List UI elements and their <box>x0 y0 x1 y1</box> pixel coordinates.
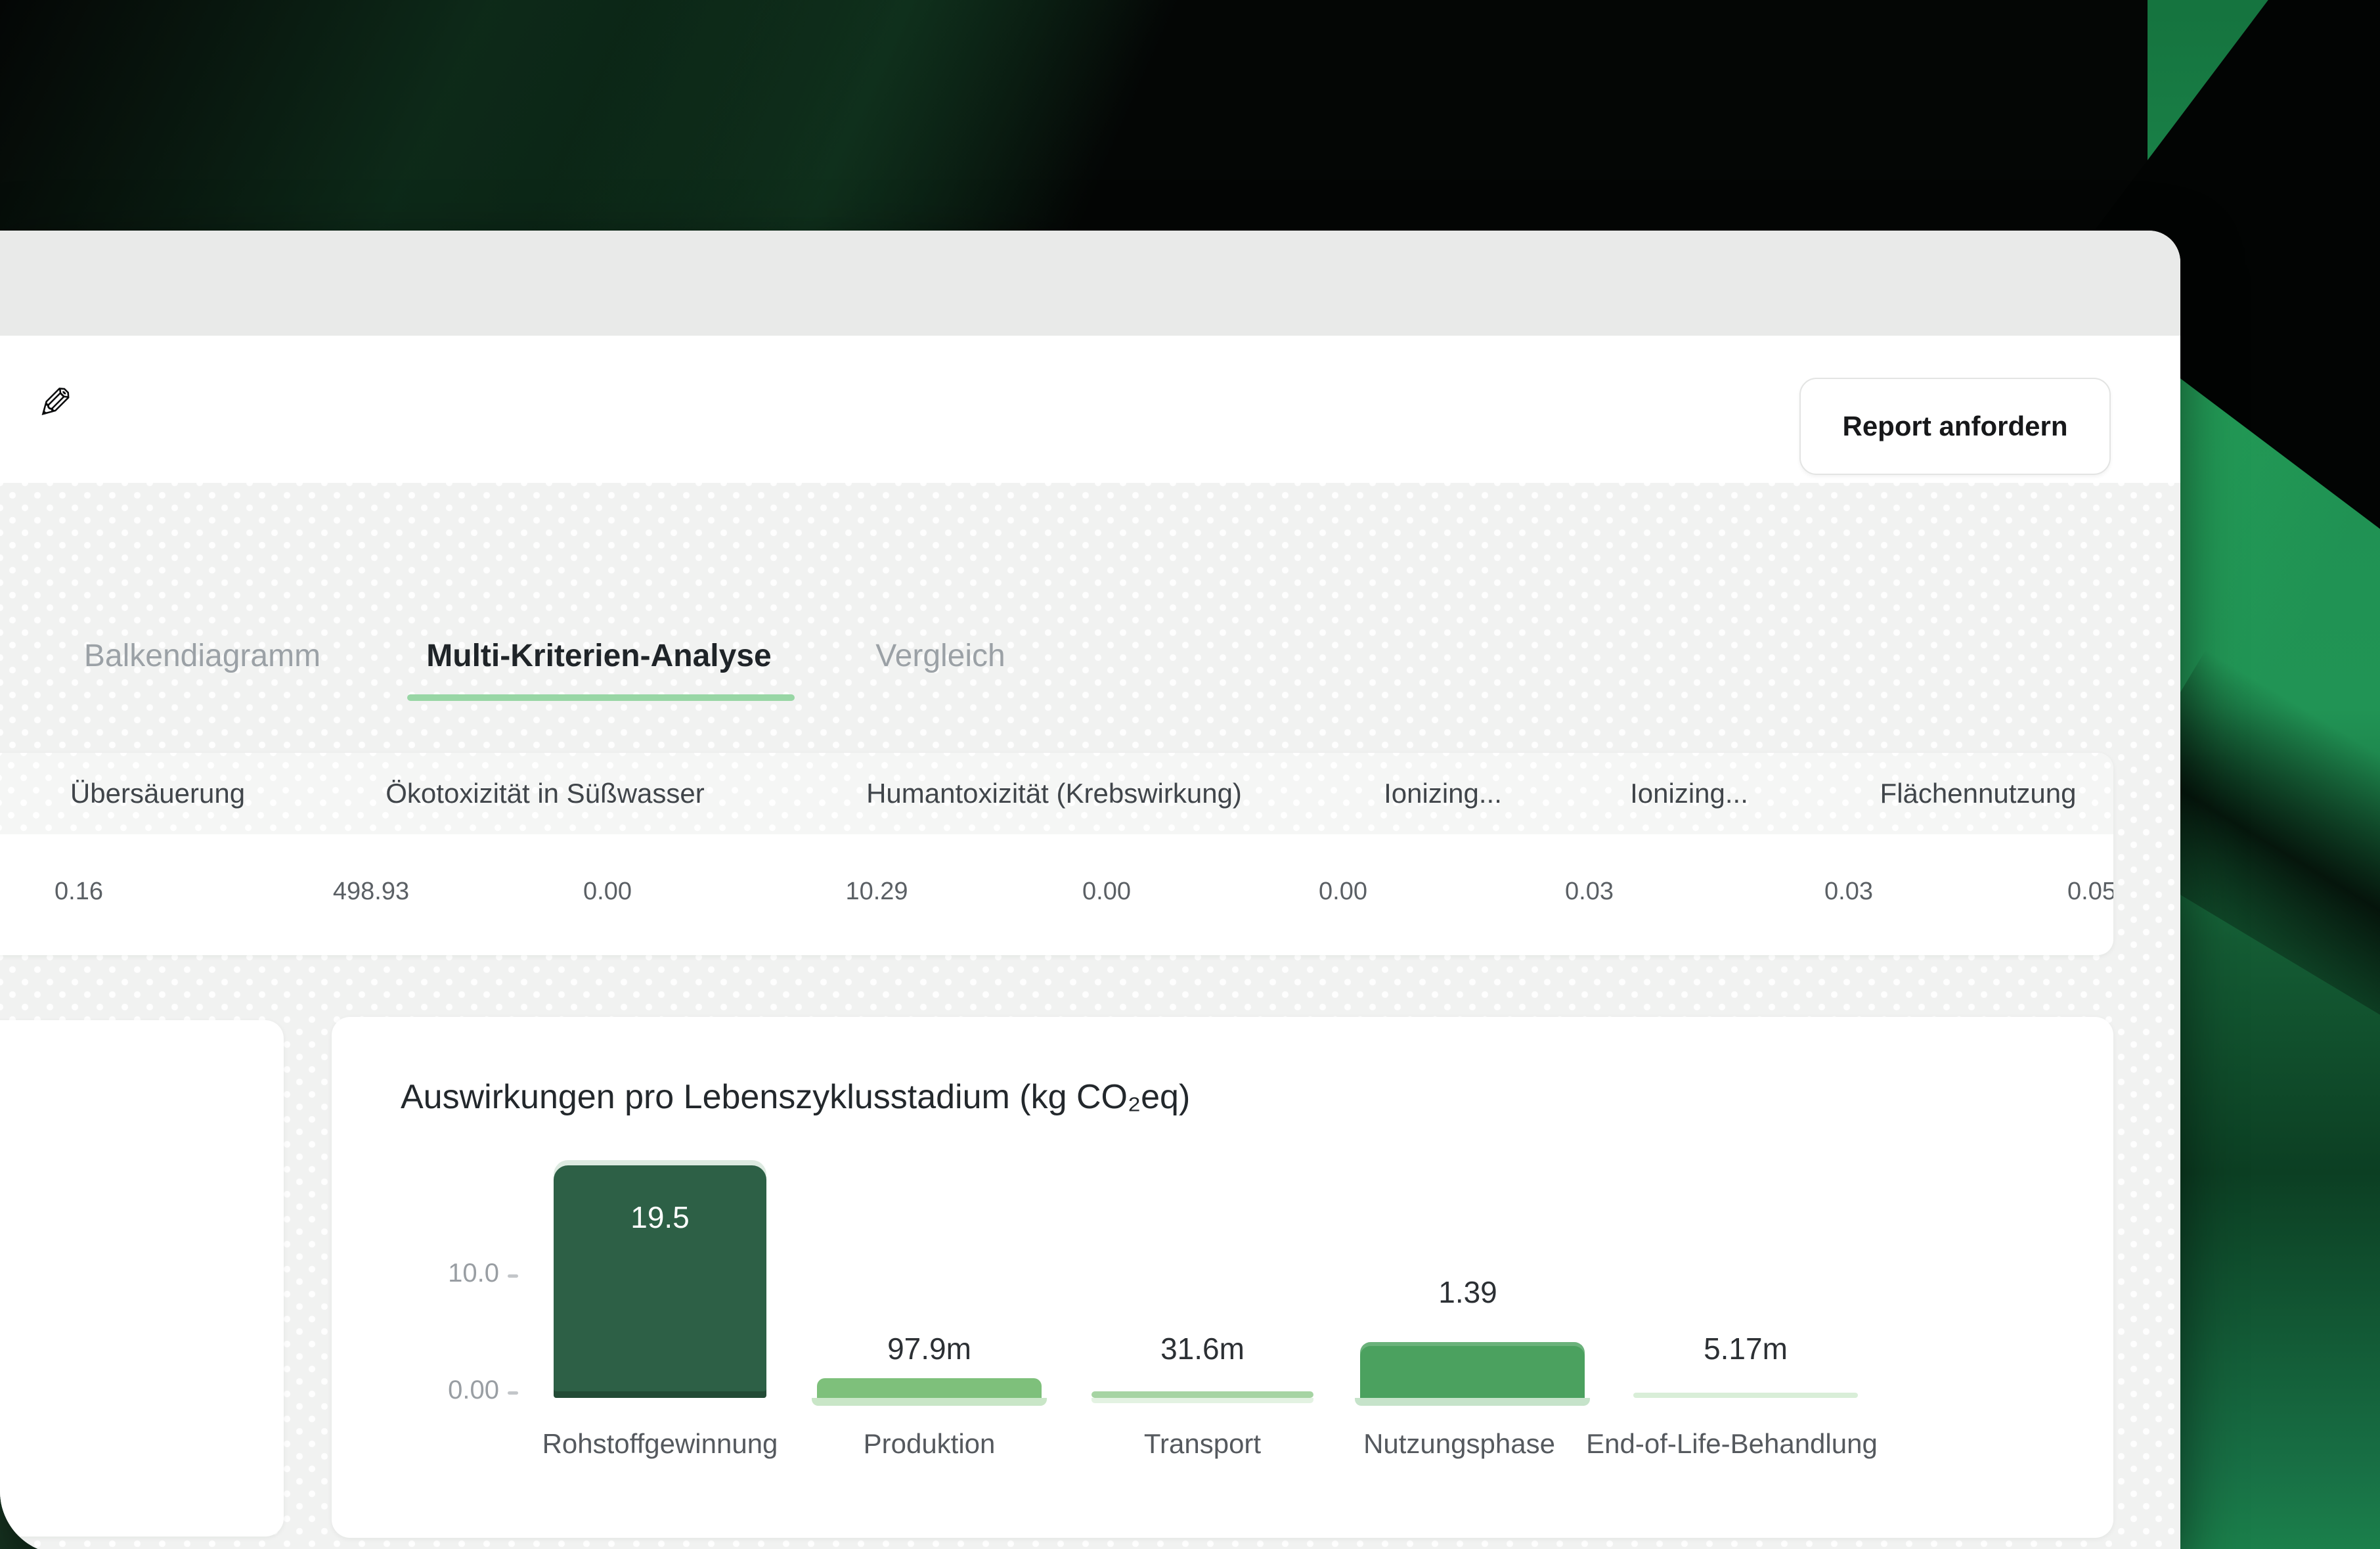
bar-nutzungsphase-glow <box>1355 1398 1590 1406</box>
active-tab-underline <box>407 694 795 701</box>
left-side-card <box>0 1020 284 1537</box>
x-axis-category-label: End-of-Life-Behandlung <box>1586 1428 1878 1459</box>
tab-balkendiagramm[interactable]: Balkendiagramm <box>83 639 321 673</box>
bar-transport-glow <box>1091 1398 1313 1403</box>
bar-end-of-life <box>1633 1393 1858 1398</box>
bar-value-label: 97.9m <box>887 1332 971 1366</box>
edit-pencil-icon[interactable]: ✎ <box>37 379 74 428</box>
report-anfordern-label: Report anfordern <box>1842 411 2068 441</box>
chart-title: Auswirkungen pro Lebenszyklusstadium (kg… <box>401 1078 1191 1116</box>
y-axis-tick-mark <box>508 1391 518 1395</box>
lifecycle-chart-card: Auswirkungen pro Lebenszyklusstadium (kg… <box>332 1017 2113 1538</box>
x-axis-category-label: Transport <box>1143 1428 1262 1459</box>
bar-produktion-glow <box>812 1398 1047 1406</box>
x-axis-category-label: Produktion <box>863 1428 996 1459</box>
table-cell: 0.00 <box>583 878 632 905</box>
table-cell: 0.00 <box>1319 878 1367 905</box>
background-right-sheen <box>2161 164 2380 755</box>
bar-nutzungsphase <box>1360 1342 1585 1398</box>
impact-table-card: Übersäuerung Ökotoxizität in Süßwasser H… <box>0 753 2113 955</box>
bar-value-label: 5.17m <box>1704 1332 1788 1366</box>
table-cell: 0.05 <box>2067 878 2113 905</box>
column-header: Übersäuerung <box>70 778 246 809</box>
bar-value-label: 19.5 <box>630 1200 690 1234</box>
table-cell: 0.03 <box>1565 878 1614 905</box>
table-cell: 0.03 <box>1824 878 1873 905</box>
background-right-band <box>2148 0 2380 1549</box>
impact-table-header-row: Übersäuerung Ökotoxizität in Süßwasser H… <box>0 753 2113 834</box>
bar-rohstoffgewinnung <box>554 1165 766 1398</box>
tab-vergleich[interactable]: Vergleich <box>875 639 1005 673</box>
bar-produktion <box>817 1378 1042 1398</box>
column-header: Humantoxizität (Krebswirkung) <box>866 778 1242 809</box>
y-axis-tick-label: 0.00 <box>448 1376 499 1404</box>
bar-transport <box>1091 1391 1313 1398</box>
y-axis-tick-label: 10.0 <box>448 1259 499 1288</box>
column-header: Flächennutzung <box>1880 778 2077 809</box>
column-header: Ionizing... <box>1630 778 1748 809</box>
y-axis-tick-mark <box>508 1274 518 1278</box>
tab-multi-kriterien-analyse[interactable]: Multi-Kriterien-Analyse <box>426 639 772 673</box>
bar-value-label: 1.39 <box>1438 1275 1497 1309</box>
report-window: ✎ ✎ Report anfordern Balkendiagramm Mult… <box>0 231 2180 1549</box>
column-header: Ökotoxizität in Süßwasser <box>386 778 705 809</box>
table-cell: 0.16 <box>55 878 103 905</box>
table-cell: 498.93 <box>332 878 410 905</box>
window-titlebar <box>0 231 2180 336</box>
x-axis-category-label: Rohstoffgewinnung <box>542 1428 778 1459</box>
x-axis-category-label: Nutzungsphase <box>1363 1428 1555 1459</box>
bar-value-label: 31.6m <box>1160 1332 1245 1366</box>
column-header: Ionizing... <box>1384 778 1502 809</box>
table-cell: 10.29 <box>845 878 908 905</box>
clipped-edge-icon: ✎ <box>0 388 5 426</box>
table-cell: 0.00 <box>1082 878 1131 905</box>
report-anfordern-button[interactable]: Report anfordern <box>1799 378 2111 475</box>
